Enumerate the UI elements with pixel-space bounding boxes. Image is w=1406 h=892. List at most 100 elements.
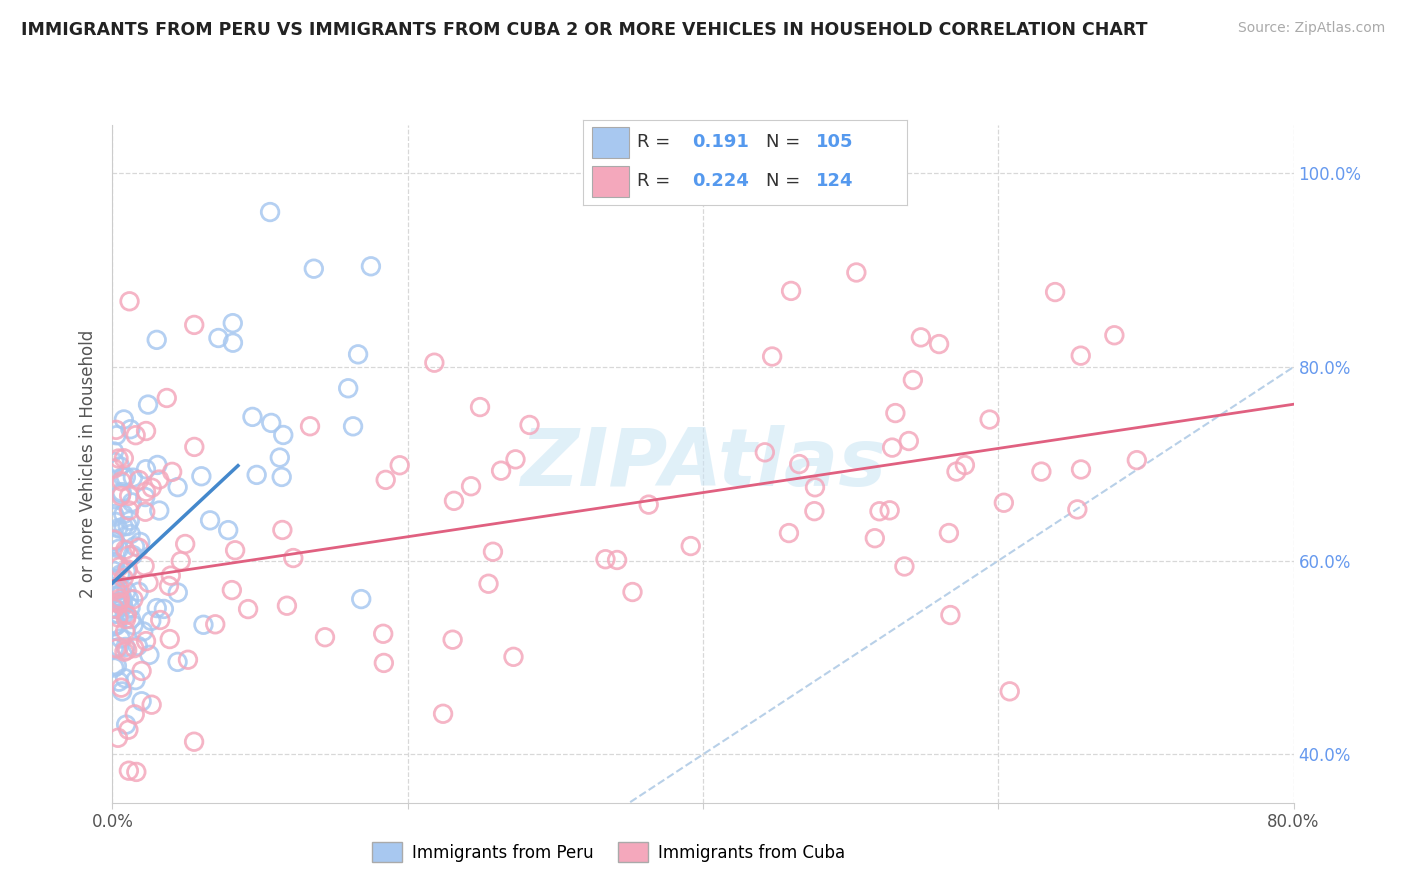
FancyBboxPatch shape	[592, 128, 628, 158]
Point	[170, 554, 193, 568]
Point	[910, 330, 932, 344]
Point	[105, 582, 128, 597]
Point	[174, 537, 197, 551]
Point	[441, 632, 464, 647]
Point	[112, 519, 135, 533]
Point	[112, 508, 135, 522]
Point	[505, 452, 527, 467]
Point	[108, 674, 131, 689]
Point	[103, 601, 125, 615]
Point	[128, 473, 150, 487]
Point	[224, 543, 246, 558]
Point	[897, 434, 920, 448]
Point	[136, 398, 159, 412]
Point	[166, 585, 188, 599]
Point	[107, 640, 129, 654]
Point	[259, 205, 281, 219]
Point	[115, 470, 138, 484]
Point	[104, 533, 127, 548]
Point	[146, 601, 169, 615]
Point	[112, 645, 135, 659]
Point	[105, 428, 128, 442]
Point	[928, 337, 950, 351]
Point	[115, 584, 138, 599]
Point	[128, 541, 150, 555]
Text: N =: N =	[766, 133, 800, 151]
Point	[1126, 453, 1149, 467]
Point	[134, 559, 156, 574]
Legend: Immigrants from Peru, Immigrants from Cuba: Immigrants from Peru, Immigrants from Cu…	[366, 836, 852, 869]
Point	[108, 811, 131, 825]
Point	[193, 617, 215, 632]
Point	[120, 612, 142, 626]
Point	[190, 469, 212, 483]
Point	[108, 541, 131, 556]
Point	[374, 473, 396, 487]
Point	[221, 583, 243, 598]
Point	[443, 493, 465, 508]
Point	[107, 607, 129, 621]
Point	[204, 617, 226, 632]
Point	[388, 458, 411, 473]
Point	[103, 507, 125, 521]
Point	[141, 614, 163, 628]
Point	[242, 409, 264, 424]
Point	[135, 462, 157, 476]
Point	[112, 412, 135, 426]
Point	[595, 552, 617, 566]
Point	[110, 681, 132, 695]
Point	[222, 316, 245, 330]
Point	[103, 533, 125, 547]
Point	[115, 607, 138, 622]
Point	[117, 562, 139, 576]
Point	[110, 567, 132, 582]
Point	[118, 764, 141, 778]
Point	[107, 596, 129, 610]
Point	[107, 610, 129, 624]
Point	[146, 458, 169, 472]
Point	[115, 564, 138, 578]
Point	[114, 607, 136, 621]
Point	[283, 551, 305, 566]
Point	[159, 568, 181, 582]
Point	[105, 423, 128, 437]
Point	[271, 428, 294, 442]
Point	[953, 458, 976, 472]
Point	[183, 440, 205, 454]
Point	[112, 599, 135, 614]
Point	[882, 441, 904, 455]
Point	[621, 585, 644, 599]
Point	[117, 519, 139, 533]
Point	[111, 592, 134, 607]
Point	[128, 584, 150, 599]
Point	[778, 526, 800, 541]
Point	[120, 422, 142, 436]
Point	[1104, 328, 1126, 343]
Point	[260, 416, 283, 430]
Point	[103, 607, 125, 621]
Point	[183, 318, 205, 332]
Point	[159, 632, 181, 646]
Point	[166, 655, 188, 669]
Text: ZIPAtlas: ZIPAtlas	[520, 425, 886, 503]
Point	[110, 489, 132, 503]
Point	[938, 526, 960, 541]
Point	[110, 587, 132, 601]
Point	[108, 560, 131, 574]
Point	[124, 428, 146, 442]
Point	[166, 480, 188, 494]
Point	[105, 659, 128, 673]
Point	[423, 356, 446, 370]
Point	[111, 485, 134, 500]
Point	[122, 618, 145, 632]
Point	[1043, 285, 1066, 299]
Point	[145, 333, 167, 347]
Point	[138, 648, 160, 662]
Point	[103, 660, 125, 674]
Point	[104, 582, 127, 597]
Point	[373, 627, 395, 641]
Point	[519, 417, 541, 432]
Point	[108, 459, 131, 474]
Point	[111, 599, 134, 614]
Point	[103, 572, 125, 586]
